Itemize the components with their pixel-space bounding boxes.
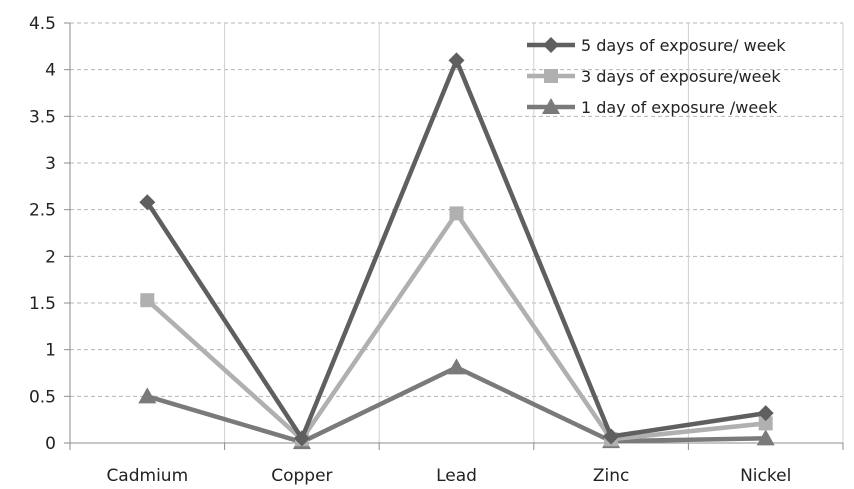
data-point bbox=[138, 387, 157, 404]
data-point bbox=[758, 416, 773, 431]
series-line bbox=[145, 211, 766, 442]
data-point bbox=[603, 428, 620, 445]
series-2 bbox=[140, 206, 773, 447]
y-tick-label: 2.5 bbox=[29, 201, 56, 221]
y-tick-label: 1 bbox=[45, 341, 56, 361]
legend: 5 days of exposure/ week 3 days of exposu… bbox=[527, 36, 786, 117]
y-tick-label: 0 bbox=[45, 434, 56, 454]
y-tick-label: 0.5 bbox=[29, 387, 56, 407]
axes bbox=[64, 22, 844, 450]
data-point bbox=[447, 358, 466, 375]
legend-marker bbox=[543, 37, 559, 53]
series-1 bbox=[139, 52, 774, 447]
data-point bbox=[139, 194, 156, 211]
y-tick-label: 3 bbox=[45, 154, 56, 174]
series-group bbox=[138, 52, 775, 450]
x-tick-label: Cadmium bbox=[106, 466, 188, 486]
legend-item: 5 days of exposure/ week bbox=[527, 36, 786, 55]
data-point bbox=[757, 405, 774, 422]
legend-label: 1 day of exposure /week bbox=[581, 98, 778, 117]
y-axis-ticks: 0 0.5 1 1.5 2 2.5 3 3.5 4 4.5 bbox=[29, 14, 56, 454]
y-tick-label: 1.5 bbox=[29, 294, 56, 314]
data-point bbox=[448, 52, 465, 69]
y-tick-label: 2 bbox=[45, 247, 56, 267]
y-tick-label: 4.5 bbox=[29, 14, 56, 34]
x-axis-ticks: Cadmium Copper Lead Zinc Nickel bbox=[106, 466, 791, 486]
legend-item: 3 days of exposure/week bbox=[527, 67, 781, 86]
legend-marker bbox=[544, 69, 558, 83]
data-point bbox=[140, 293, 155, 308]
grid-lines bbox=[70, 22, 844, 443]
data-point bbox=[449, 206, 464, 221]
legend-label: 3 days of exposure/week bbox=[581, 67, 781, 86]
legend-item: 1 day of exposure /week bbox=[527, 98, 778, 117]
data-point bbox=[293, 430, 310, 447]
x-tick-label: Lead bbox=[436, 466, 477, 486]
x-tick-label: Zinc bbox=[593, 466, 630, 486]
y-tick-label: 4 bbox=[45, 61, 56, 81]
y-tick-label: 3.5 bbox=[29, 107, 56, 127]
legend-label: 5 days of exposure/ week bbox=[581, 36, 786, 55]
series-3 bbox=[138, 358, 775, 450]
data-point bbox=[756, 429, 775, 446]
x-tick-label: Nickel bbox=[740, 466, 791, 486]
legend-marker bbox=[542, 98, 560, 114]
x-tick-label: Copper bbox=[271, 466, 332, 486]
